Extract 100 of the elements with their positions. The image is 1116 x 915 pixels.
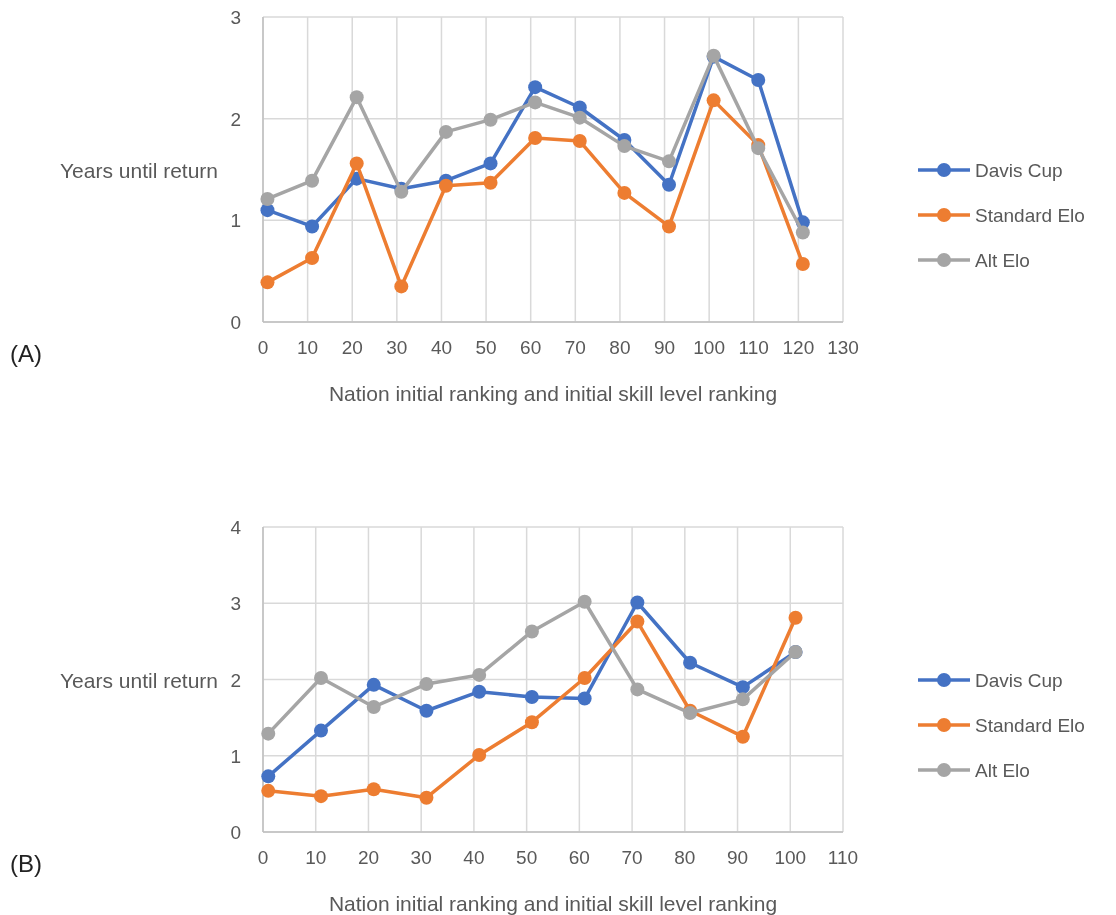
point [617, 139, 632, 154]
point [528, 80, 543, 95]
point [419, 703, 434, 718]
x-tick-label: 40 [463, 847, 485, 868]
point [419, 677, 434, 692]
x-tick-label: 120 [782, 337, 815, 358]
x-tick-label: 110 [738, 337, 769, 358]
y-tick-label: 2 [230, 108, 241, 130]
point [438, 178, 453, 193]
x-tick-label: 40 [430, 337, 453, 358]
y-tick-label: 0 [230, 312, 241, 333]
x-tick-label: 100 [774, 847, 807, 868]
point [528, 95, 543, 110]
point [528, 130, 543, 145]
point [617, 185, 632, 200]
x-tick-label: 130 [827, 337, 859, 358]
legend-label: Standard Elo [975, 205, 1085, 226]
x-tick-label: 0 [257, 847, 269, 868]
point [260, 191, 275, 206]
point [261, 783, 276, 798]
point [305, 173, 320, 188]
x-tick-label: 10 [305, 847, 327, 868]
x-tick-label: 50 [475, 337, 497, 358]
point [795, 257, 810, 272]
point [662, 154, 676, 169]
x-tick-label: 50 [516, 847, 538, 868]
x-tick-label: 20 [341, 337, 363, 358]
x-tick-label: 20 [357, 847, 380, 868]
point [577, 670, 592, 685]
x-tick-label: 0 [257, 337, 269, 358]
legend-label: Alt Elo [975, 250, 1030, 271]
legend-label: Standard Elo [975, 715, 1085, 736]
x-tick-label: 60 [520, 337, 542, 358]
point [305, 250, 320, 265]
point [751, 73, 766, 88]
x-tick-label: 30 [386, 337, 408, 358]
point [261, 769, 276, 784]
point [735, 692, 750, 707]
point [366, 699, 381, 714]
x-tick-label: 80 [674, 847, 696, 868]
point [572, 134, 587, 149]
text: (B) [10, 850, 42, 877]
point [483, 112, 498, 127]
point [577, 691, 592, 706]
point [524, 690, 539, 705]
point [366, 782, 381, 797]
point [438, 124, 453, 139]
point [349, 156, 364, 171]
point [630, 682, 645, 697]
point [788, 610, 803, 625]
point [483, 156, 498, 171]
point [706, 93, 721, 108]
legend-label: Davis Cup [975, 670, 1063, 691]
legend-label: Alt Elo [975, 760, 1030, 781]
x-tick-label: 90 [653, 337, 676, 358]
point [314, 670, 328, 685]
point [261, 726, 276, 741]
point [735, 680, 750, 695]
point [472, 667, 487, 682]
point [260, 275, 275, 290]
y-tick-label: 1 [230, 210, 241, 232]
x-tick-label: 10 [297, 337, 319, 358]
point [349, 90, 364, 105]
point [394, 279, 409, 294]
y-tick-label: 1 [230, 745, 241, 767]
point [795, 225, 810, 240]
legend-label: Davis Cup [975, 160, 1063, 181]
point [735, 729, 750, 744]
point [472, 684, 487, 699]
y-axis-title: Years until return [60, 669, 218, 692]
point [305, 219, 320, 234]
point [662, 219, 676, 234]
point [577, 594, 592, 609]
x-tick-label: 70 [621, 847, 643, 868]
x-tick-label: 30 [410, 847, 432, 868]
text: (A) [10, 340, 42, 367]
point [472, 747, 487, 762]
point [630, 614, 645, 629]
point [572, 110, 587, 125]
x-axis-title: Nation initial ranking and initial skill level ranking [328, 382, 778, 405]
x-tick-label: 100 [693, 337, 726, 358]
y-tick-label: 2 [230, 669, 241, 691]
point [483, 175, 498, 190]
y-tick-label: 4 [230, 517, 242, 538]
y-tick-label: 3 [230, 593, 241, 615]
x-tick-label: 90 [726, 847, 749, 868]
x-tick-label: 70 [564, 337, 586, 358]
point [683, 655, 698, 670]
y-tick-label: 3 [230, 7, 241, 28]
x-tick-label: 110 [827, 847, 859, 868]
y-tick-label: 0 [230, 822, 241, 843]
x-tick-label: 80 [609, 337, 631, 358]
point [524, 715, 539, 730]
y-axis-title: Years until return [60, 159, 218, 182]
point [524, 624, 539, 639]
point [314, 723, 328, 738]
point [630, 595, 645, 610]
point [662, 177, 676, 192]
x-axis-title: Nation initial ranking and initial skill level ranking [328, 892, 778, 915]
point [419, 790, 434, 805]
